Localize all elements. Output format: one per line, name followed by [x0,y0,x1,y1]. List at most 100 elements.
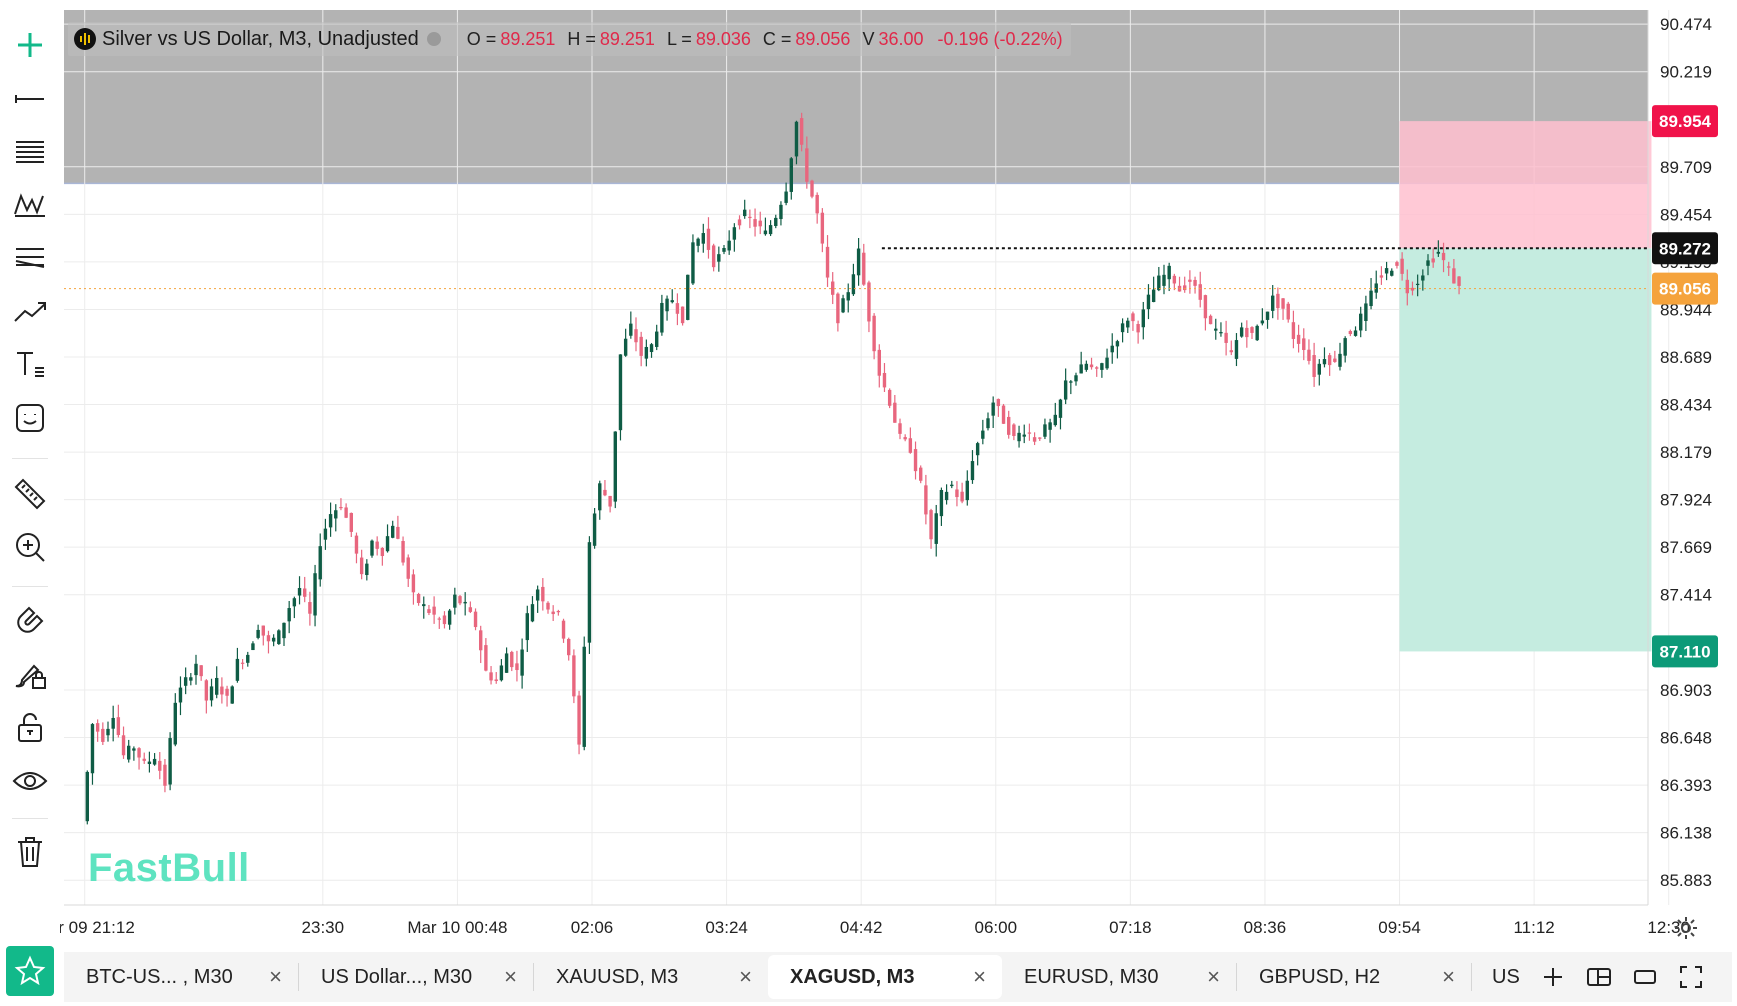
candle-body [111,717,115,729]
fib-tool[interactable] [10,131,50,171]
tab-us-dollar[interactable]: US Dollar..., M30 × [299,955,533,999]
candle-body [587,542,592,643]
candle-body [561,620,566,639]
tab-label: XAGUSD, M3 [790,965,915,988]
line-tool[interactable] [10,79,50,119]
candle [1338,342,1342,371]
candle [1410,281,1415,296]
ruler-tool[interactable] [10,474,50,514]
candle-body [768,225,773,235]
close-icon[interactable]: × [739,964,752,989]
candle-body [1338,353,1342,367]
candle [1312,342,1316,387]
candle [1126,317,1130,333]
trend-tool[interactable] [10,291,50,331]
fullscreen-button[interactable] [1678,964,1704,990]
candle [339,498,343,511]
drawing-toolbar [0,0,60,946]
candle-body [406,557,410,579]
candle-body [1348,331,1353,335]
candle-body [1208,315,1213,325]
fib-icon [16,141,44,163]
candle-body [1012,424,1016,436]
visibility-tool[interactable] [10,761,50,801]
candle [1415,274,1420,297]
delete-tool[interactable] [10,831,50,871]
gear-icon[interactable] [1672,914,1700,942]
candle [116,704,121,738]
candle-body [665,298,669,312]
candle [525,605,529,652]
candle [639,331,643,367]
candle-body [515,663,519,671]
candle-body [696,238,700,246]
crosshair-tool[interactable] [10,25,50,65]
layout-button[interactable] [1586,964,1612,990]
magnet-tool[interactable] [10,600,50,640]
candle [587,536,592,654]
candle-body [1400,258,1404,274]
candle [924,474,928,525]
text-tool[interactable] [10,344,50,384]
watchlist-star-button[interactable] [6,946,54,996]
tab-xauusd[interactable]: XAUUSD, M3 × [534,955,768,999]
channel-tool[interactable] [10,237,50,277]
lock-tool[interactable] [10,707,50,747]
candle-body [1172,275,1177,284]
candle-body [106,728,110,736]
close-icon[interactable]: × [1207,964,1220,989]
candle [132,746,136,761]
candle [365,559,369,581]
candle-body [489,672,493,681]
candle [567,637,571,661]
tab-eurusd[interactable]: EURUSD, M30 × [1002,955,1236,999]
candle-body [256,629,260,638]
candle-body [623,338,628,356]
candle [111,705,115,742]
candle-body [101,728,105,742]
tab-xagusd[interactable]: XAGUSD, M3 × [768,955,1002,999]
candle-body [1291,322,1296,339]
candle-body [551,611,555,615]
close-icon[interactable]: × [269,964,282,989]
candle-body [872,315,876,352]
candle [406,554,410,587]
zoom-tool[interactable] [10,527,50,567]
candle [1421,269,1425,291]
candle-body [1069,381,1073,383]
fastbull-watermark: FastBull [88,846,250,890]
add-tab-button[interactable] [1540,964,1566,990]
candle [411,569,416,605]
candle [1374,270,1378,299]
candle [215,666,219,699]
brush-lock-tool[interactable] [10,654,50,694]
candle [90,723,95,785]
candle-body [934,513,938,544]
price-tick-label: 90.219 [1660,63,1712,82]
tab-btc[interactable]: BTC-US... , M30 × [64,955,298,999]
close-icon[interactable]: × [973,964,986,989]
tab-gbpusd[interactable]: GBPUSD, H2 × [1237,955,1471,999]
candle [825,235,830,287]
candle-body [825,246,830,278]
price-tick-label: 89.454 [1660,205,1712,224]
close-icon[interactable]: × [1442,964,1455,989]
candle [1058,398,1063,430]
candle [1426,254,1430,276]
candle-body [494,679,498,682]
pattern-tool[interactable] [10,184,50,224]
emoji-tool[interactable] [10,398,50,438]
candle [908,427,913,454]
candle [85,770,89,825]
candle-body [1265,311,1270,320]
candle [1281,298,1285,320]
candle [385,524,390,553]
close-label: C = [762,28,792,49]
candle [1245,320,1249,348]
candle-body [1043,424,1047,437]
candle [147,751,152,773]
close-icon[interactable]: × [504,964,517,989]
window-button[interactable] [1632,964,1658,990]
region-selector[interactable]: US [1492,965,1520,988]
